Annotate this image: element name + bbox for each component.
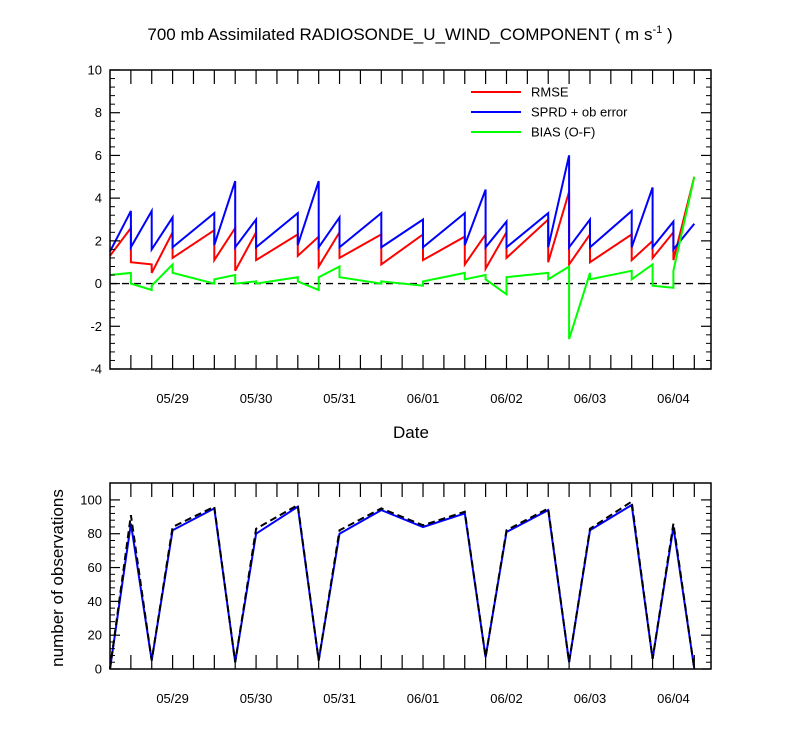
y-tick-label: 100 <box>80 492 102 507</box>
top-plot-frame <box>109 69 712 370</box>
x-date-label: 05/31 <box>323 391 356 406</box>
top-series-line-1 <box>109 155 696 253</box>
y-tick-label: 60 <box>88 560 102 575</box>
top-series-line-0 <box>109 176 696 274</box>
x-date-label: 05/30 <box>240 391 273 406</box>
bottom-series-group <box>109 499 696 670</box>
bottom-series-line-1 <box>109 499 696 670</box>
y-tick-label: 80 <box>88 526 102 541</box>
chart-title-sup: -1 <box>652 24 662 36</box>
x-date-label: 05/31 <box>323 691 356 706</box>
y-tick-label: -2 <box>90 319 102 334</box>
y-tick-label: 0 <box>95 662 102 677</box>
legend-label: BIAS (O-F) <box>531 125 595 140</box>
bottom-series-line-0 <box>109 503 696 670</box>
y-tick-label: 4 <box>95 191 102 206</box>
x-date-label: 05/29 <box>156 691 189 706</box>
x-date-label: 06/03 <box>574 391 607 406</box>
bottom-plot-frame <box>109 482 712 670</box>
y-tick-label: 8 <box>95 105 102 120</box>
y-tick-label: 0 <box>95 276 102 291</box>
x-date-label: 06/01 <box>407 391 440 406</box>
x-date-label: 05/30 <box>240 691 273 706</box>
top-axis-ticks <box>110 69 711 370</box>
chart-title-end: ) <box>662 25 672 44</box>
y-tick-label: 40 <box>88 594 102 609</box>
x-date-label: 05/29 <box>156 391 189 406</box>
top-y-tick-labels: -4 -2 0 2 4 6 8 10 <box>88 63 102 377</box>
top-series-line-2 <box>109 176 696 340</box>
top-plot: -4 -2 0 2 4 6 8 10 05/29 05/30 05/31 06/01 06/02 06/… <box>88 63 712 406</box>
chart-title-main: 700 mb Assimilated RADIOSONDE_U_WIND_COM… <box>147 25 652 44</box>
y-tick-label: 10 <box>88 63 102 78</box>
x-date-label: 06/02 <box>490 691 523 706</box>
bottom-x-tick-labels: 05/29 05/30 05/31 06/01 06/02 06/03 06/04 <box>156 691 689 706</box>
x-axis-title: Date <box>393 423 429 442</box>
bottom-plot: 0 20 40 60 80 100 05/29 05/30 05/31 06/01 06/02 06… <box>80 482 712 706</box>
bottom-y-tick-labels: 0 20 40 60 80 100 <box>80 492 102 676</box>
legend-label: SPRD + ob error <box>531 105 628 120</box>
top-x-tick-labels: 05/29 05/30 05/31 06/01 06/02 06/03 06/04 <box>156 391 689 406</box>
legend: RMSE SPRD + ob error BIAS (O-F) <box>471 85 628 140</box>
chart-title: 700 mb Assimilated RADIOSONDE_U_WIND_COM… <box>147 24 672 44</box>
y-tick-label: 6 <box>95 148 102 163</box>
bottom-axis-ticks <box>110 483 711 670</box>
x-date-label: 06/01 <box>407 691 440 706</box>
y-tick-label: 20 <box>88 628 102 643</box>
top-series-group <box>109 155 696 340</box>
y-axis-title-observations: number of observations <box>48 489 67 667</box>
y-tick-label: 2 <box>95 233 102 248</box>
x-date-label: 06/04 <box>657 691 690 706</box>
x-date-label: 06/03 <box>574 691 607 706</box>
x-date-label: 06/04 <box>657 391 690 406</box>
legend-label: RMSE <box>531 85 569 100</box>
x-date-label: 06/02 <box>490 391 523 406</box>
y-tick-label: -4 <box>90 362 102 377</box>
